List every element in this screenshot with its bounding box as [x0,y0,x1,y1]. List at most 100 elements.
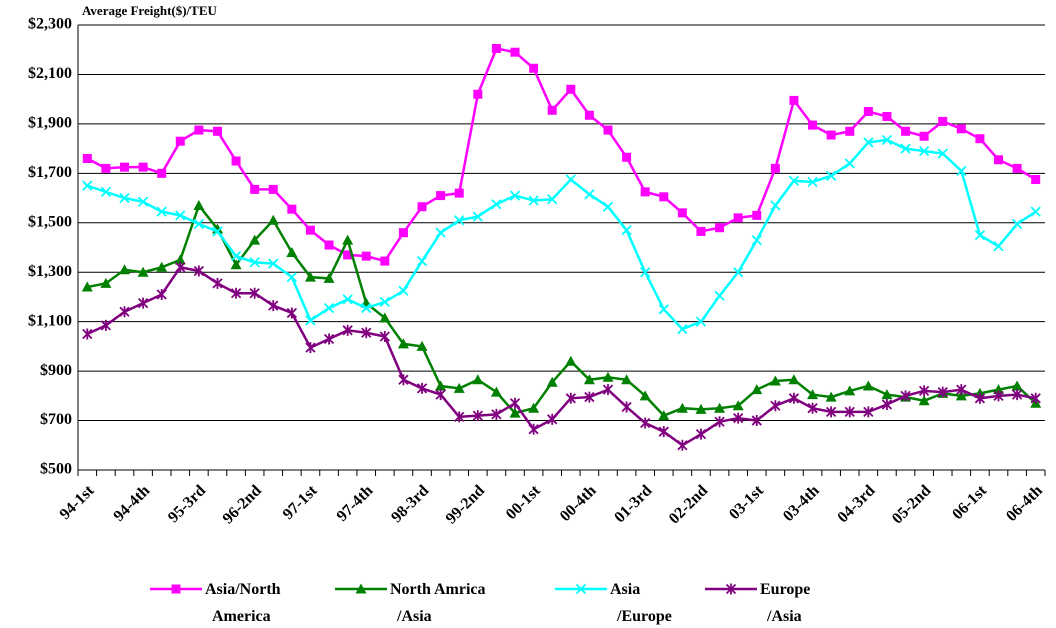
marker [725,583,737,595]
marker [956,124,966,134]
marker [696,226,706,236]
marker [751,415,762,427]
marker [268,184,278,194]
marker [621,225,632,236]
marker [956,384,967,396]
marker [1011,389,1023,401]
marker [863,137,874,148]
marker [714,402,726,413]
marker [249,287,260,299]
marker [380,256,390,266]
marker [937,148,948,159]
y-tick-label: $2,100 [28,65,72,82]
marker [1011,218,1023,230]
x-tick-label: 94-1st [57,482,98,523]
marker [416,382,428,394]
marker [509,397,521,409]
legend-label: Europe/Asia [760,581,810,625]
marker [733,213,743,223]
marker [435,380,447,391]
marker [640,187,650,197]
marker [547,105,557,115]
marker [584,391,595,403]
marker [844,406,855,418]
marker [621,374,633,385]
marker [975,134,985,144]
marker [974,392,986,404]
y-tick-label: $1,300 [28,263,72,280]
marker [82,180,93,191]
marker [342,324,353,336]
marker [733,267,744,278]
marker [695,428,707,440]
marker [454,188,464,198]
marker [454,411,465,423]
marker [826,130,836,140]
marker [379,331,390,342]
marker [862,380,874,391]
x-tick-label: 97-1st [280,482,321,523]
marker [472,410,483,422]
marker [752,210,762,220]
marker [566,84,576,94]
x-tick-label: 95-3rd [165,482,209,526]
marker [323,272,335,283]
marker [491,408,502,420]
marker [621,401,632,413]
marker [789,95,799,105]
x-tick-label: 00-1st [503,482,544,523]
marker [398,374,409,386]
marker [286,272,297,283]
marker [937,386,948,398]
marker [974,230,986,241]
marker [156,288,167,300]
marker [863,406,874,418]
marker [118,264,130,275]
marker [565,174,576,185]
marker [174,254,186,265]
x-tick-label: 98-3rd [388,482,432,526]
marker [137,266,149,277]
marker [473,89,483,99]
marker [212,277,223,289]
y-tick-label: $900 [40,362,72,379]
marker [323,302,335,314]
marker [788,175,800,186]
marker [453,382,465,393]
marker [882,111,892,121]
marker [100,319,112,331]
marker [528,402,540,413]
marker [491,43,501,53]
x-tick-label: 03-4th [780,482,823,525]
marker [361,327,372,339]
marker [639,390,651,401]
marker [546,376,558,387]
marker [622,152,632,162]
marker [881,389,893,400]
series-line [86,265,1036,447]
marker [676,402,688,413]
marker [677,439,688,451]
marker [286,246,298,257]
marker [993,241,1004,252]
marker [584,189,595,200]
marker [157,168,167,178]
marker [342,294,353,305]
marker [695,403,707,414]
marker [305,315,316,326]
marker [714,416,725,428]
marker [398,285,409,296]
marker [175,210,186,221]
marker [156,206,167,217]
marker [323,333,335,345]
marker [547,194,558,205]
x-tick-label: 00-4th [557,482,600,525]
marker [212,226,223,237]
marker [881,134,893,146]
marker [397,338,409,349]
marker [379,312,391,323]
marker [900,143,911,154]
marker [472,211,483,222]
marker [193,218,205,230]
marker [603,125,613,135]
